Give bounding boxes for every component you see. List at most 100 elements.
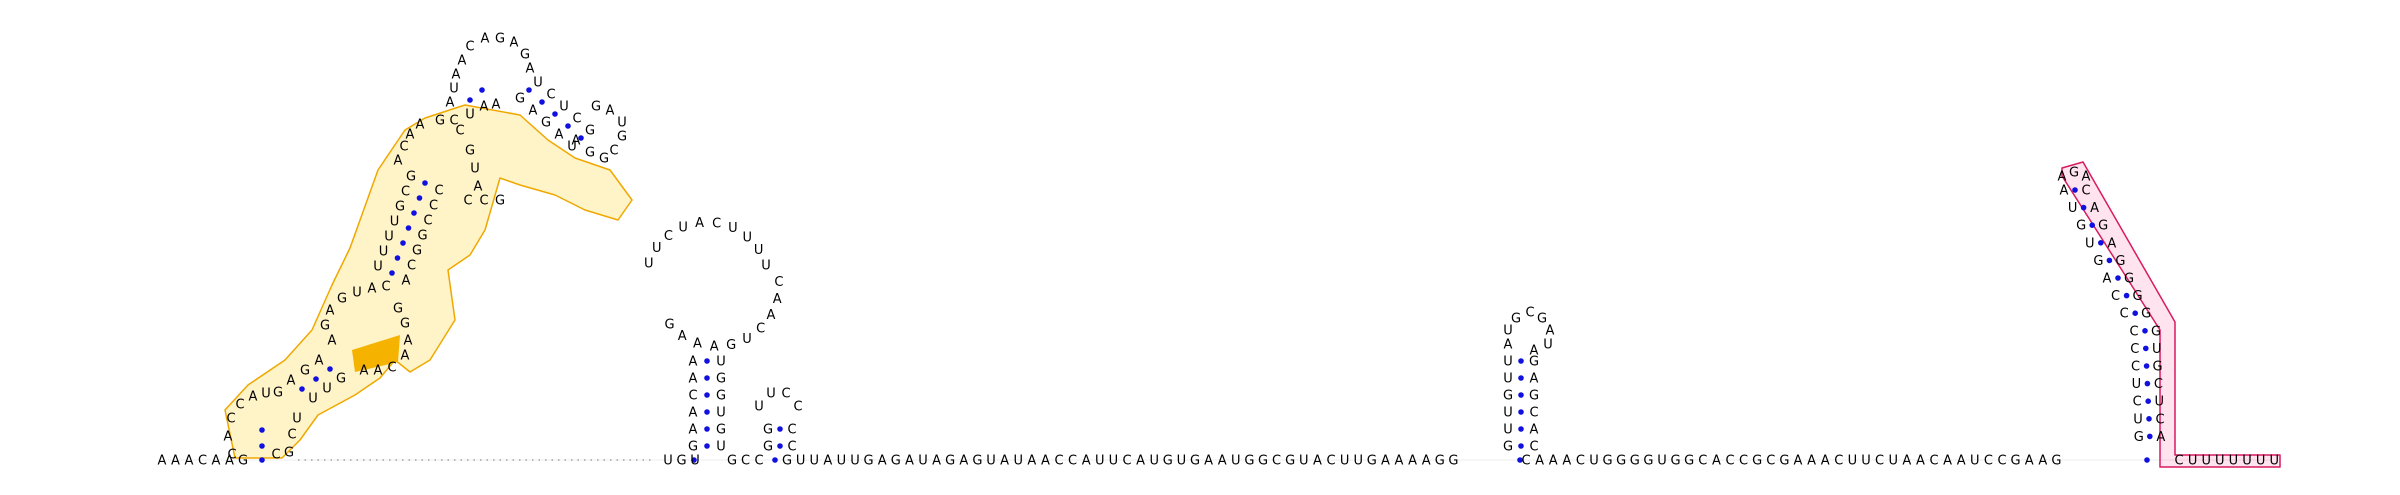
orange-region-pair-dot bbox=[259, 427, 265, 433]
terminator-pair-dot bbox=[2142, 328, 2148, 334]
terminator-loop-nucleotide: G bbox=[2069, 166, 2079, 181]
terminator-stem-nucleotide: G bbox=[2134, 430, 2144, 445]
backbone-nucleotide: C bbox=[1725, 454, 1734, 469]
orange-region-nucleotide: A bbox=[474, 180, 483, 195]
orange-region-nucleotide: G bbox=[417, 229, 427, 244]
backbone-nucleotide: C bbox=[1576, 454, 1585, 469]
orange-region-nucleotide: A bbox=[452, 68, 461, 83]
baseline-pair-dot bbox=[2144, 457, 2150, 463]
terminator-stem-nucleotide: G bbox=[2076, 219, 2086, 234]
terminator-stem-nucleotide: A bbox=[2090, 201, 2099, 216]
leader-nucleotide: C bbox=[198, 454, 207, 469]
orange-region-nucleotide: C bbox=[423, 214, 432, 229]
backbone-nucleotide: G bbox=[1643, 454, 1653, 469]
orange-region-pair-dot bbox=[552, 111, 558, 117]
terminator-stem-nucleotide: G bbox=[2153, 360, 2163, 375]
backbone-nucleotide: A bbox=[1218, 454, 1227, 469]
hairpin-1-stem-nucleotide: U bbox=[716, 440, 726, 455]
terminator-stem-nucleotide: C bbox=[2129, 324, 2138, 339]
hairpin-3-stem-nucleotide: A bbox=[1530, 423, 1539, 438]
hairpin-3-stem-nucleotide: U bbox=[1503, 372, 1513, 387]
orange-region-nucleotide: U bbox=[617, 116, 627, 131]
hairpin-1-stem-nucleotide: A bbox=[689, 355, 698, 370]
backbone-nucleotide: G bbox=[727, 454, 737, 469]
orange-region-nucleotide: C bbox=[227, 448, 236, 463]
orange-region-nucleotide: U bbox=[533, 76, 543, 91]
backbone-nucleotide: G bbox=[2051, 454, 2061, 469]
hairpin-3-pair-dot bbox=[1518, 392, 1524, 398]
terminator-stem-nucleotide: A bbox=[2156, 430, 2165, 445]
hairpin-3-loop-nucleotide: G bbox=[1511, 312, 1521, 327]
backbone-nucleotide: A bbox=[823, 454, 832, 469]
backbone-nucleotide: U bbox=[1861, 454, 1871, 469]
backbone-nucleotide: G bbox=[1244, 454, 1254, 469]
terminator-stem-nucleotide: U bbox=[2152, 342, 2162, 357]
orange-region-nucleotide: A bbox=[572, 134, 581, 149]
orange-region-nucleotide: U bbox=[373, 260, 383, 275]
terminator-stem-nucleotide: G bbox=[2124, 272, 2134, 287]
backbone-nucleotide: G bbox=[1367, 454, 1377, 469]
hairpin-2-pair-dot bbox=[777, 426, 783, 432]
backbone-nucleotide: U bbox=[1353, 454, 1363, 469]
hairpin-3-loop-nucleotide: C bbox=[1525, 306, 1534, 321]
orange-region-nucleotide: U bbox=[292, 412, 302, 427]
hairpin-1-loop-nucleotide: U bbox=[678, 220, 688, 235]
backbone-nucleotide: G bbox=[1190, 454, 1200, 469]
backbone-nucleotide: A bbox=[1562, 454, 1571, 469]
backbone-nucleotide: C bbox=[1929, 454, 1938, 469]
orange-region-nucleotide: U bbox=[470, 162, 480, 177]
orange-region-nucleotide: C bbox=[463, 194, 472, 209]
backbone-nucleotide: G bbox=[972, 454, 982, 469]
orange-region-nucleotide: C bbox=[226, 412, 235, 427]
backbone-nucleotide: G bbox=[1779, 454, 1789, 469]
orange-region-nucleotide: U bbox=[465, 108, 475, 123]
hairpin-2-pair-dot bbox=[777, 443, 783, 449]
hairpin-3-loop-nucleotide: A bbox=[1504, 338, 1513, 353]
hairpin-1-loop-nucleotide: U bbox=[742, 332, 752, 347]
orange-region-nucleotide: A bbox=[287, 374, 296, 389]
hairpin-1-loop-nucleotide: C bbox=[664, 229, 673, 244]
backbone-nucleotide: A bbox=[1535, 454, 1544, 469]
backbone-nucleotide: A bbox=[1395, 454, 1404, 469]
orange-region-nucleotide: G bbox=[515, 92, 525, 107]
orange-region-nucleotide: C bbox=[407, 259, 416, 274]
baseline-pair-dot bbox=[259, 457, 265, 463]
terminator-stem-nucleotide: U bbox=[2068, 201, 2078, 216]
backbone-nucleotide: U bbox=[1589, 454, 1599, 469]
terminator-stem-nucleotide: U bbox=[2132, 377, 2142, 392]
orange-region-nucleotide: A bbox=[315, 354, 324, 369]
orange-region-pair-dot bbox=[389, 270, 395, 276]
hairpin-1-loop-nucleotide: A bbox=[767, 308, 776, 323]
orange-region-nucleotide: G bbox=[273, 386, 283, 401]
orange-region-nucleotide: C bbox=[572, 112, 581, 127]
backbone-nucleotide: G bbox=[1752, 454, 1762, 469]
hairpin-3-stem-nucleotide: G bbox=[1503, 389, 1513, 404]
hairpin-2-loop-nucleotide: C bbox=[793, 400, 802, 415]
backbone-nucleotide: C bbox=[1521, 454, 1530, 469]
orange-region-nucleotide: A bbox=[402, 274, 411, 289]
backbone-nucleotide: A bbox=[1807, 454, 1816, 469]
trailer-nucleotide: U bbox=[2269, 454, 2279, 469]
hairpin-2-loop-nucleotide: C bbox=[781, 387, 790, 402]
backbone-nucleotide: C bbox=[1984, 454, 1993, 469]
baseline-pair-dot bbox=[691, 457, 697, 463]
backbone-nucleotide: U bbox=[1109, 454, 1119, 469]
backbone-nucleotide: A bbox=[1041, 454, 1050, 469]
backbone-nucleotide: A bbox=[1902, 454, 1911, 469]
highlight-layer bbox=[224, 104, 2281, 468]
backbone-nucleotide: C bbox=[1997, 454, 2006, 469]
orange-region-pair-dot bbox=[526, 87, 532, 93]
hairpin-1-loop-nucleotide: U bbox=[754, 243, 764, 258]
orange-region-nucleotide: A bbox=[360, 364, 369, 379]
orange-region-nucleotide: A bbox=[606, 104, 615, 119]
hairpin-1-pair-dot bbox=[704, 358, 710, 364]
terminator-loop-nucleotide: A bbox=[2082, 170, 2091, 185]
hairpin-1-loop-nucleotide: C bbox=[774, 275, 783, 290]
orange-region-pair-dot bbox=[565, 123, 571, 129]
orange-region-pair-dot bbox=[313, 376, 319, 382]
terminator-stem-nucleotide: C bbox=[2154, 377, 2163, 392]
hairpin-3-loop-nucleotide: G bbox=[1537, 312, 1547, 327]
terminator-pair-dot bbox=[2146, 416, 2152, 422]
hairpin-1-loop-nucleotide: U bbox=[644, 256, 654, 271]
backbone-nucleotide: C bbox=[1122, 454, 1131, 469]
